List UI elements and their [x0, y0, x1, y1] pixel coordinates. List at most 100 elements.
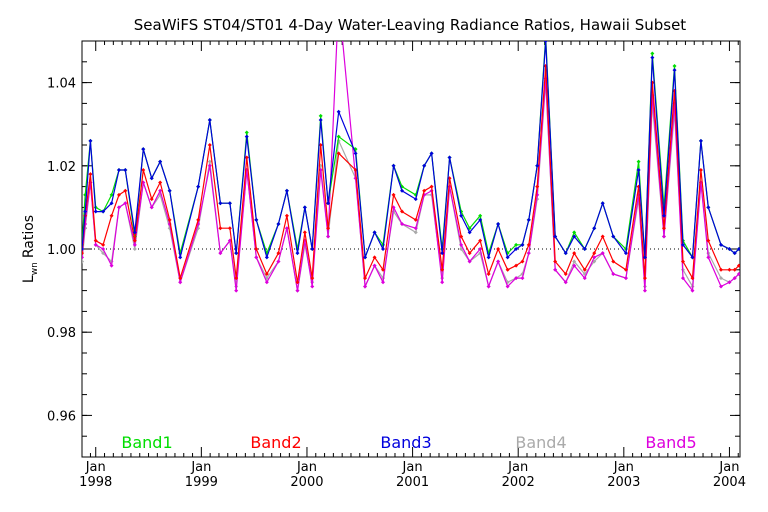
data-point — [363, 284, 368, 289]
y-axis-title-main: L — [21, 275, 37, 283]
data-point — [234, 276, 239, 281]
data-point — [88, 172, 93, 177]
data-point — [132, 238, 137, 243]
data-point — [520, 259, 525, 264]
y-tick-label: 0.98 — [47, 326, 76, 341]
y-tick-label: 1.04 — [47, 77, 76, 92]
data-point — [178, 255, 183, 260]
data-point — [736, 247, 740, 251]
data-point — [149, 176, 154, 181]
data-point — [101, 242, 106, 247]
legend-band3: Band3 — [380, 433, 431, 452]
data-point — [82, 259, 84, 264]
data-point — [572, 251, 577, 256]
data-point — [582, 247, 587, 251]
data-point — [636, 167, 641, 172]
data-point — [478, 247, 483, 251]
data-point — [572, 234, 577, 239]
series-band3 — [82, 41, 740, 260]
data-point — [520, 242, 525, 247]
data-point — [363, 255, 368, 260]
data-point — [391, 192, 396, 197]
data-point — [698, 167, 703, 172]
data-point — [486, 271, 491, 276]
data-point — [478, 213, 483, 218]
data-point — [109, 192, 114, 197]
data-point — [642, 255, 647, 260]
data-point — [276, 251, 281, 256]
data-point — [459, 234, 464, 239]
data-point — [167, 188, 172, 193]
data-point — [732, 276, 737, 281]
data-point — [706, 255, 711, 260]
data-point — [109, 263, 114, 268]
data-point — [244, 155, 249, 160]
x-tick-year: 2001 — [396, 475, 429, 490]
data-point — [650, 55, 655, 60]
data-point — [381, 247, 386, 251]
data-point — [690, 288, 695, 293]
data-point — [718, 267, 723, 272]
data-point — [276, 259, 281, 264]
data-point — [372, 255, 377, 260]
data-point — [196, 184, 201, 189]
data-point — [400, 209, 405, 214]
legend-band1: Band1 — [121, 433, 172, 452]
data-point — [718, 276, 723, 281]
data-point — [718, 242, 723, 247]
x-tick-month: Jan — [718, 460, 739, 475]
legend: Band1 Band2 Band3 Band4 Band5 — [121, 433, 696, 452]
data-point — [326, 234, 331, 239]
data-point — [167, 217, 172, 222]
data-point — [264, 255, 269, 260]
data-point — [582, 276, 587, 281]
data-point — [254, 255, 259, 260]
y-axis-title-text: Ratios — [21, 215, 37, 258]
data-point — [727, 280, 732, 285]
data-point — [478, 238, 483, 243]
data-point — [505, 284, 510, 289]
data-point — [264, 280, 269, 285]
data-point — [718, 284, 723, 289]
data-point — [109, 201, 114, 206]
data-point — [514, 247, 519, 251]
data-point — [600, 234, 605, 239]
data-point — [486, 284, 491, 289]
x-tick-year: 1999 — [185, 475, 218, 490]
data-point — [690, 276, 695, 281]
series-band2 — [82, 63, 740, 285]
data-point — [727, 267, 732, 272]
data-point — [623, 251, 628, 256]
data-point — [318, 118, 323, 123]
data-point — [234, 251, 239, 256]
data-point — [196, 217, 201, 222]
data-point — [636, 159, 641, 164]
data-point — [496, 247, 501, 251]
data-point — [505, 255, 510, 260]
data-point — [372, 230, 377, 235]
series-layer — [82, 41, 740, 293]
data-point — [736, 271, 740, 276]
data-point — [563, 280, 568, 285]
series-band4 — [82, 80, 740, 293]
data-point — [381, 280, 386, 285]
data-point — [447, 155, 452, 160]
data-point — [363, 276, 368, 281]
x-tick-month: Jan — [296, 460, 317, 475]
data-point — [429, 151, 434, 156]
data-point — [158, 188, 163, 193]
data-point — [661, 213, 666, 218]
data-point — [149, 205, 154, 210]
data-point — [478, 217, 483, 222]
data-point — [336, 134, 341, 139]
data-point — [207, 159, 212, 164]
data-point — [123, 201, 128, 206]
y-tick-label: 0.96 — [47, 409, 76, 424]
data-point — [680, 276, 685, 281]
data-point — [82, 247, 84, 251]
data-point — [732, 251, 737, 256]
data-point — [284, 188, 289, 193]
data-point — [207, 163, 212, 168]
data-point — [535, 184, 540, 189]
